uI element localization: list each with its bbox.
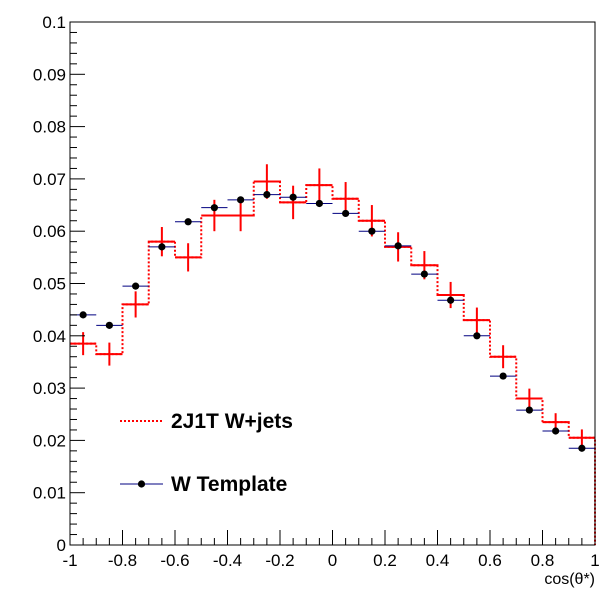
template-point xyxy=(122,282,149,290)
wjets-point xyxy=(306,168,333,202)
template-point xyxy=(490,372,517,380)
y-tick-label: 0.06 xyxy=(33,222,66,241)
template-point xyxy=(96,321,123,329)
plot-content xyxy=(70,164,596,545)
x-tick-label: 0 xyxy=(328,551,337,570)
template-marker xyxy=(158,243,166,251)
axes: -1 -0.8 -0.6 -0.4 -0.2 0 0.2 0.4 0.6 0.8 1 0 0.01 0.0… xyxy=(33,13,600,570)
legend-item-wjets: 2J1T W+jets xyxy=(120,410,293,433)
x-tick-label: -0.8 xyxy=(108,551,137,570)
template-point xyxy=(332,209,359,218)
template-point xyxy=(516,406,543,414)
y-tick-label: 0.01 xyxy=(33,484,66,503)
x-tick-label: -1 xyxy=(62,551,77,570)
x-tick-label: 0.8 xyxy=(531,551,555,570)
y-tick-label: 0.1 xyxy=(42,13,66,32)
template-marker xyxy=(578,444,586,452)
wjets-point xyxy=(96,342,123,366)
template-point xyxy=(175,218,202,226)
template-marker xyxy=(473,332,481,340)
legend-swatch-template-marker xyxy=(137,480,146,488)
template-marker xyxy=(499,372,507,380)
template-point xyxy=(411,270,438,278)
wjets-point xyxy=(516,388,543,409)
template-point xyxy=(148,243,175,251)
x-tick-label: 0.4 xyxy=(426,551,450,570)
template-point xyxy=(437,296,464,304)
x-tick-label: -0.2 xyxy=(265,551,294,570)
template-marker xyxy=(289,193,297,201)
x-tick-label: -0.4 xyxy=(213,551,242,570)
wjets-point xyxy=(175,243,202,272)
x-tick-label: -0.6 xyxy=(160,551,189,570)
legend-item-template: W Template xyxy=(120,473,287,496)
template-marker xyxy=(368,227,376,235)
template-marker xyxy=(342,209,350,218)
template-marker xyxy=(552,427,560,435)
template-marker xyxy=(315,199,323,208)
wjets-point xyxy=(148,227,175,257)
template-marker xyxy=(210,204,218,212)
legend-label-wjets: 2J1T W+jets xyxy=(171,410,293,433)
y-tick-label: 0.03 xyxy=(33,379,66,398)
template-marker xyxy=(525,406,533,414)
template-point xyxy=(568,444,595,452)
legend-label-template: W Template xyxy=(171,473,287,496)
template-marker xyxy=(394,242,402,250)
wjets-point xyxy=(463,307,490,333)
wjets-point xyxy=(568,429,595,447)
y-tick-label: 0.07 xyxy=(33,170,66,189)
template-marker xyxy=(263,190,271,199)
y-tick-label: 0.08 xyxy=(33,118,66,137)
template-marker xyxy=(79,311,87,319)
template-point xyxy=(280,193,307,201)
template-point xyxy=(463,332,490,340)
wjets-point xyxy=(122,291,149,318)
template-marker xyxy=(447,296,455,304)
template-point xyxy=(358,227,385,235)
template-point xyxy=(306,199,333,208)
legend: 2J1T W+jets W Template xyxy=(120,410,293,496)
template-point xyxy=(201,204,228,212)
x-tick-label: 1 xyxy=(590,551,599,570)
template-marker xyxy=(132,282,140,290)
y-tick-label: 0.05 xyxy=(33,275,66,294)
template-point xyxy=(385,242,412,250)
template-point xyxy=(253,190,280,199)
y-tick-label: 0.04 xyxy=(33,327,66,346)
x-tick-label: 0.2 xyxy=(373,551,397,570)
y-tick-label: 0.09 xyxy=(33,65,66,84)
template-marker xyxy=(184,218,192,226)
y-tick-label: 0.02 xyxy=(33,431,66,450)
template-marker xyxy=(237,196,245,204)
template-marker xyxy=(105,321,113,329)
template-point xyxy=(542,427,569,435)
wjets-point xyxy=(280,185,307,220)
y-tick-label: 0 xyxy=(57,536,66,555)
x-tick-label: 0.6 xyxy=(478,551,502,570)
template-marker xyxy=(420,270,428,278)
x-axis-title: cos(θ*) xyxy=(544,571,595,588)
template-point xyxy=(227,196,254,204)
wjets-point xyxy=(490,345,517,369)
wjets-point xyxy=(227,199,254,232)
